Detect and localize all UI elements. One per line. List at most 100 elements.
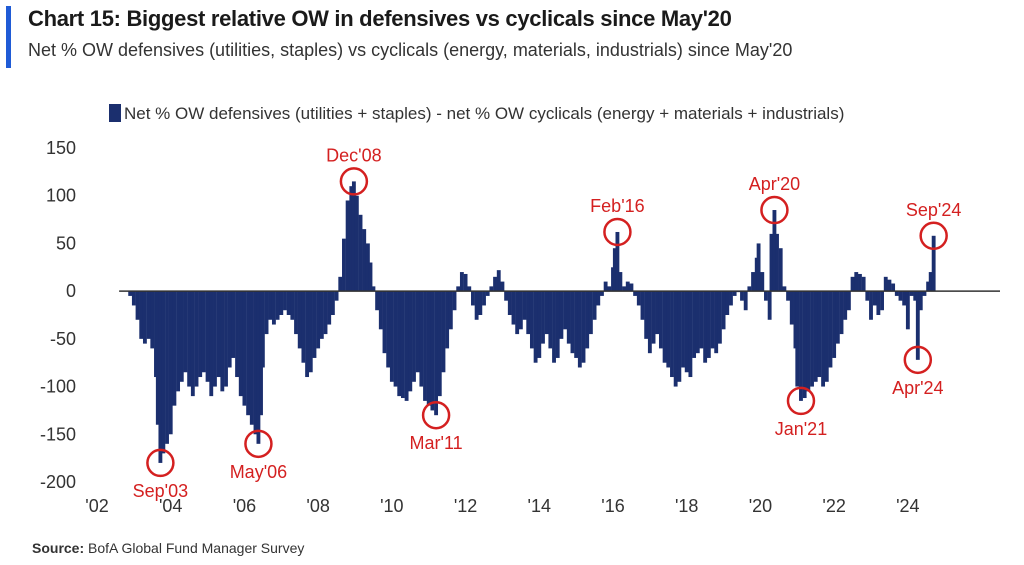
bar <box>887 279 892 292</box>
bar <box>146 291 151 339</box>
annotation-label: Sep'24 <box>906 200 962 220</box>
bar <box>471 291 475 306</box>
bar <box>714 291 719 354</box>
bar <box>271 291 276 325</box>
bar <box>552 291 556 363</box>
bar <box>533 291 538 363</box>
x-tick-label: '24 <box>896 496 919 516</box>
bar <box>703 291 708 363</box>
bar <box>467 286 472 292</box>
bar <box>386 291 391 368</box>
bar <box>721 291 726 330</box>
bar <box>518 291 523 330</box>
bar <box>393 291 398 387</box>
y-axis: 150 100 50 0 -50 -100 -150 -200 <box>40 138 76 492</box>
bar <box>316 291 321 349</box>
bar <box>168 291 173 435</box>
bar <box>319 291 324 339</box>
bar <box>526 291 531 335</box>
bar <box>205 291 210 382</box>
y-tick-label: 50 <box>56 233 76 253</box>
bar <box>555 291 560 358</box>
bar <box>522 291 527 320</box>
x-tick-label: '04 <box>159 496 182 516</box>
bar <box>670 291 674 378</box>
bar <box>813 291 818 382</box>
bar <box>220 291 225 392</box>
bar <box>854 272 859 292</box>
bar <box>544 291 549 335</box>
bar <box>434 291 439 416</box>
bar <box>172 291 177 406</box>
bar <box>198 291 203 378</box>
bar <box>342 238 346 292</box>
bar <box>165 291 169 444</box>
annotation-label: Sep'03 <box>133 481 189 501</box>
bar <box>378 291 383 330</box>
bar <box>858 273 862 292</box>
bar <box>201 291 206 373</box>
bar <box>909 291 914 296</box>
bar <box>511 291 516 325</box>
annotation-circle <box>421 400 451 430</box>
bar <box>872 291 877 306</box>
annotation-circle <box>919 221 948 251</box>
bar <box>821 291 826 387</box>
bar <box>922 291 927 296</box>
bar <box>286 291 291 315</box>
bar <box>253 291 258 435</box>
bar <box>256 291 261 444</box>
bar <box>183 291 188 373</box>
bar <box>699 291 704 349</box>
bar <box>706 291 711 358</box>
x-tick-label: '14 <box>528 496 551 516</box>
bar <box>662 291 667 363</box>
bar <box>772 210 777 292</box>
annotation-label: Apr'24 <box>892 378 943 398</box>
bar <box>158 291 163 463</box>
bar <box>644 291 649 339</box>
bar <box>426 291 431 406</box>
bar <box>459 272 464 292</box>
bar <box>717 291 722 344</box>
bar <box>150 291 155 349</box>
bar <box>216 291 221 378</box>
annotation-circle <box>603 217 632 247</box>
bar <box>128 291 133 296</box>
bar <box>301 291 306 363</box>
bar <box>894 291 899 296</box>
bar <box>209 291 214 397</box>
bar <box>869 291 873 320</box>
bar <box>883 276 888 292</box>
bar <box>824 291 829 382</box>
bar <box>581 291 586 363</box>
bar <box>673 291 678 387</box>
bar <box>155 291 160 425</box>
bar <box>294 291 298 335</box>
bar <box>782 286 787 292</box>
source-text: BofA Global Fund Manager Survey <box>84 540 305 556</box>
bar <box>810 291 814 387</box>
bar <box>640 291 645 320</box>
bar <box>312 291 317 358</box>
bar <box>452 291 457 311</box>
bar <box>139 291 144 339</box>
bar <box>345 200 350 292</box>
bar <box>681 291 685 368</box>
y-tick-label: -100 <box>40 377 76 397</box>
bar <box>474 291 479 320</box>
bar <box>338 276 343 292</box>
bar <box>489 286 494 292</box>
bar <box>227 291 232 368</box>
bar <box>828 291 833 368</box>
bar <box>264 291 269 335</box>
bar <box>246 291 251 416</box>
bar <box>905 291 910 330</box>
bar <box>566 291 571 344</box>
bar <box>463 273 468 292</box>
bar <box>445 291 450 349</box>
bar <box>802 291 807 399</box>
bar <box>865 291 870 301</box>
bar <box>456 286 461 292</box>
bar <box>389 291 394 382</box>
